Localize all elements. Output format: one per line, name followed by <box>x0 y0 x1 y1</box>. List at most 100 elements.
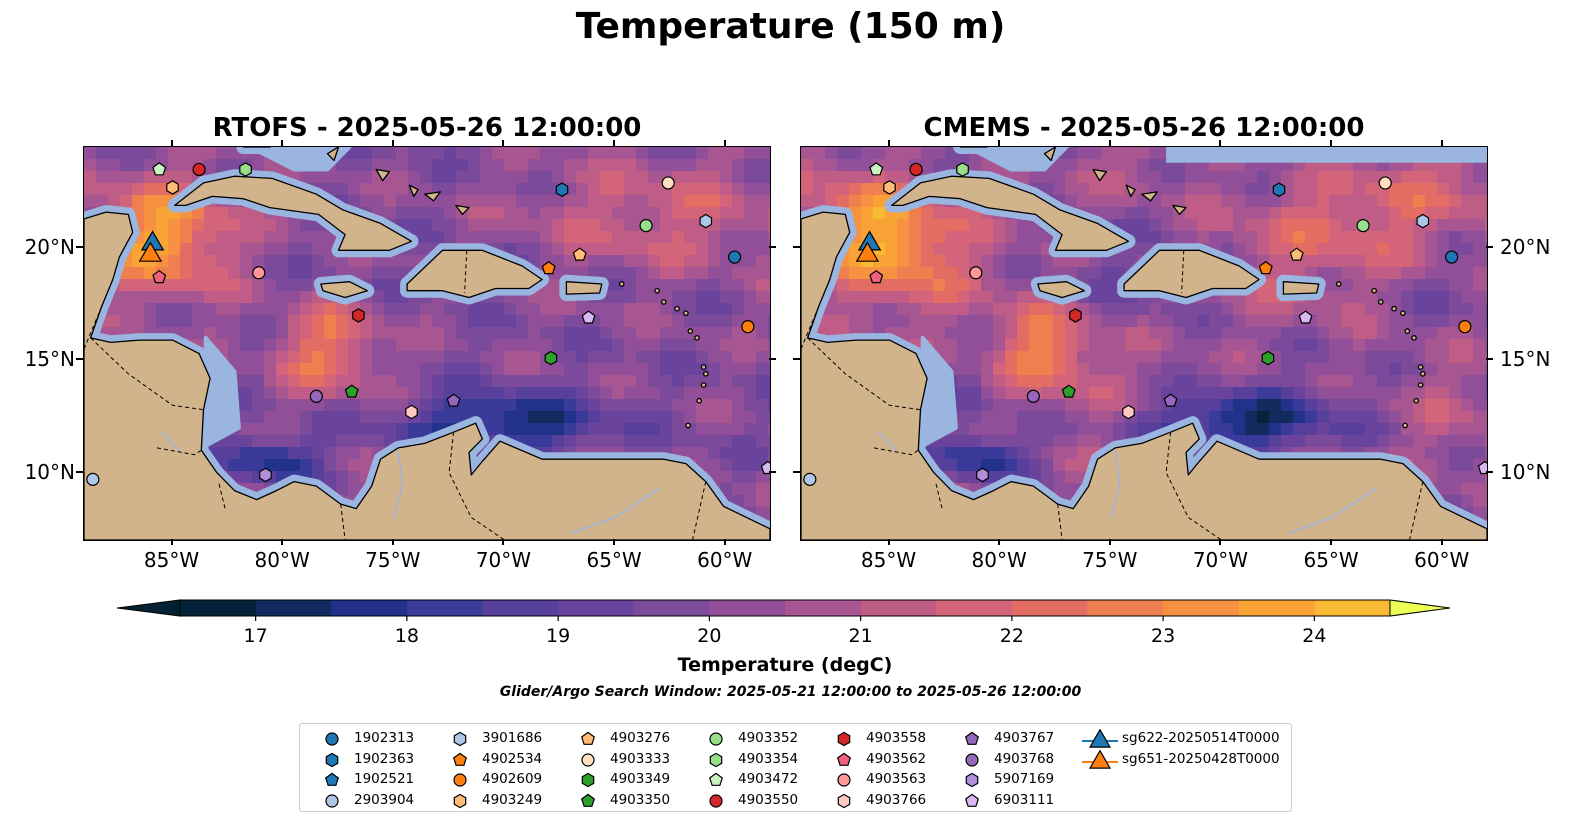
legend-marker-pentagon-icon <box>324 772 340 786</box>
legend-hexagon-icon[interactable] <box>709 752 723 767</box>
legend-marker-pentagon-icon <box>580 731 596 745</box>
float-4903249-marker[interactable] <box>883 180 896 195</box>
float-4903562-marker[interactable] <box>869 269 884 284</box>
map-panel-cmems[interactable] <box>800 146 1488 541</box>
float-1902313-marker[interactable] <box>727 250 742 264</box>
colorbar-segment <box>633 600 710 616</box>
legend-pentagon-icon[interactable] <box>452 752 468 766</box>
legend-marker-pentagon-icon <box>452 752 468 766</box>
float-2903904-marker[interactable] <box>86 472 100 486</box>
glider-sg651-20250428T0000-marker[interactable] <box>138 241 163 262</box>
float-1902313-marker[interactable] <box>1444 250 1459 264</box>
float-4903563-marker[interactable] <box>969 266 983 280</box>
colorbar-segment <box>180 600 257 616</box>
lat-tick-label: 10°N <box>24 459 75 484</box>
legend-pentagon-icon[interactable] <box>324 772 340 786</box>
float-4903349-marker[interactable] <box>1261 350 1275 366</box>
colorbar-tick-label: 21 <box>849 625 873 647</box>
float-2903904-marker[interactable] <box>803 472 817 486</box>
float-4903354-marker[interactable] <box>956 162 969 177</box>
float-4903768-marker[interactable] <box>1026 389 1040 403</box>
float-4903249-marker[interactable] <box>166 180 179 195</box>
legend-pentagon-icon[interactable] <box>964 731 980 745</box>
lon-tick-mark-top <box>723 140 726 146</box>
glider-sg651-20250428T0000-marker[interactable] <box>855 241 880 262</box>
float-1902363-marker[interactable] <box>1272 182 1286 197</box>
legend-pentagon-icon[interactable] <box>580 731 596 745</box>
float-4903349-marker[interactable] <box>544 350 558 366</box>
legend-circle-icon[interactable] <box>581 752 595 767</box>
colorbar-segment <box>558 600 635 616</box>
legend-hexagon-icon[interactable] <box>453 793 467 808</box>
legend-circle-icon[interactable] <box>837 773 851 787</box>
float-1902363-marker[interactable] <box>555 182 569 197</box>
float-4903276-marker[interactable] <box>1289 247 1304 261</box>
legend-marker-hexagon-icon <box>837 731 851 747</box>
legend-circle-icon[interactable] <box>709 793 723 808</box>
float-3901686-marker[interactable] <box>1416 213 1430 229</box>
float-4903276-marker[interactable] <box>572 247 587 261</box>
float-4903333-marker[interactable] <box>1378 176 1392 190</box>
legend-marker-pentagon-icon <box>708 772 724 786</box>
float-4903558-marker[interactable] <box>352 308 365 323</box>
float-5907169-marker[interactable] <box>259 467 272 483</box>
float-6903111-marker[interactable] <box>760 460 771 475</box>
float-4902609-marker[interactable] <box>741 320 755 334</box>
float-4903558-marker[interactable] <box>1069 308 1082 323</box>
legend-circle-icon[interactable] <box>325 793 339 808</box>
lon-tick-mark-top <box>1108 140 1111 146</box>
legend-pentagon-icon[interactable] <box>964 793 980 807</box>
float-4903333-marker[interactable] <box>661 176 675 190</box>
float-4903766-marker[interactable] <box>1122 404 1135 420</box>
legend-pentagon-icon[interactable] <box>836 752 852 766</box>
float-6903111-marker[interactable] <box>1298 310 1313 324</box>
lon-tick-label: 85°W <box>860 548 917 572</box>
legend-circle-icon[interactable] <box>453 773 467 787</box>
legend-hexagon-icon[interactable] <box>837 731 851 747</box>
lat-tick-mark <box>793 246 800 249</box>
float-4902534-marker[interactable] <box>541 260 556 275</box>
float-4903550-marker[interactable] <box>192 162 206 177</box>
float-4903563-marker[interactable] <box>252 266 266 280</box>
float-4903352-marker[interactable] <box>639 218 653 233</box>
float-6903111-marker[interactable] <box>581 310 596 324</box>
legend-hexagon-icon[interactable] <box>837 793 851 808</box>
float-4903354-marker[interactable] <box>239 162 252 177</box>
legend-hexagon-icon[interactable] <box>453 731 467 747</box>
map-panel-rtofs[interactable] <box>83 146 771 541</box>
legend-circle-icon[interactable] <box>709 732 723 746</box>
float-4903767-marker[interactable] <box>446 393 461 407</box>
legend-hexagon-icon[interactable] <box>581 772 595 788</box>
float-4903472-marker[interactable] <box>152 162 167 176</box>
land <box>84 147 770 540</box>
lat-tick-label: 15°N <box>1500 347 1551 372</box>
float-4903350-marker[interactable] <box>1061 384 1076 398</box>
float-4903550-marker[interactable] <box>909 162 923 177</box>
float-4902534-marker[interactable] <box>1258 260 1273 275</box>
lon-tick-label: 70°W <box>475 548 532 572</box>
float-5907169-marker[interactable] <box>976 467 989 483</box>
legend-circle-icon[interactable] <box>965 752 979 767</box>
float-3901686-marker[interactable] <box>699 213 713 229</box>
float-4903350-marker[interactable] <box>344 384 359 398</box>
legend-triangle-icon[interactable] <box>1088 749 1112 769</box>
legend-triangle-icon[interactable] <box>1088 729 1112 748</box>
float-4903472-marker[interactable] <box>869 162 884 176</box>
float-4903562-marker[interactable] <box>152 269 167 284</box>
colorbar-segment <box>331 600 408 616</box>
float-4903767-marker[interactable] <box>1163 393 1178 407</box>
legend-pentagon-icon[interactable] <box>708 772 724 786</box>
float-6903111-marker[interactable] <box>1477 460 1488 475</box>
float-4902609-marker[interactable] <box>1458 320 1472 334</box>
lat-tick-mark <box>793 470 800 473</box>
float-4903766-marker[interactable] <box>405 404 418 420</box>
colorbar-label: Temperature (degC) <box>677 654 893 676</box>
colorbar-tick-label: 19 <box>546 625 570 647</box>
legend-hexagon-icon[interactable] <box>325 752 339 767</box>
legend-hexagon-icon[interactable] <box>965 772 979 788</box>
float-4903352-marker[interactable] <box>1356 218 1370 233</box>
legend-pentagon-icon[interactable] <box>580 793 596 807</box>
colorbar-tick-label: 24 <box>1302 625 1326 647</box>
float-4903768-marker[interactable] <box>309 389 323 403</box>
legend-circle-icon[interactable] <box>325 732 339 746</box>
